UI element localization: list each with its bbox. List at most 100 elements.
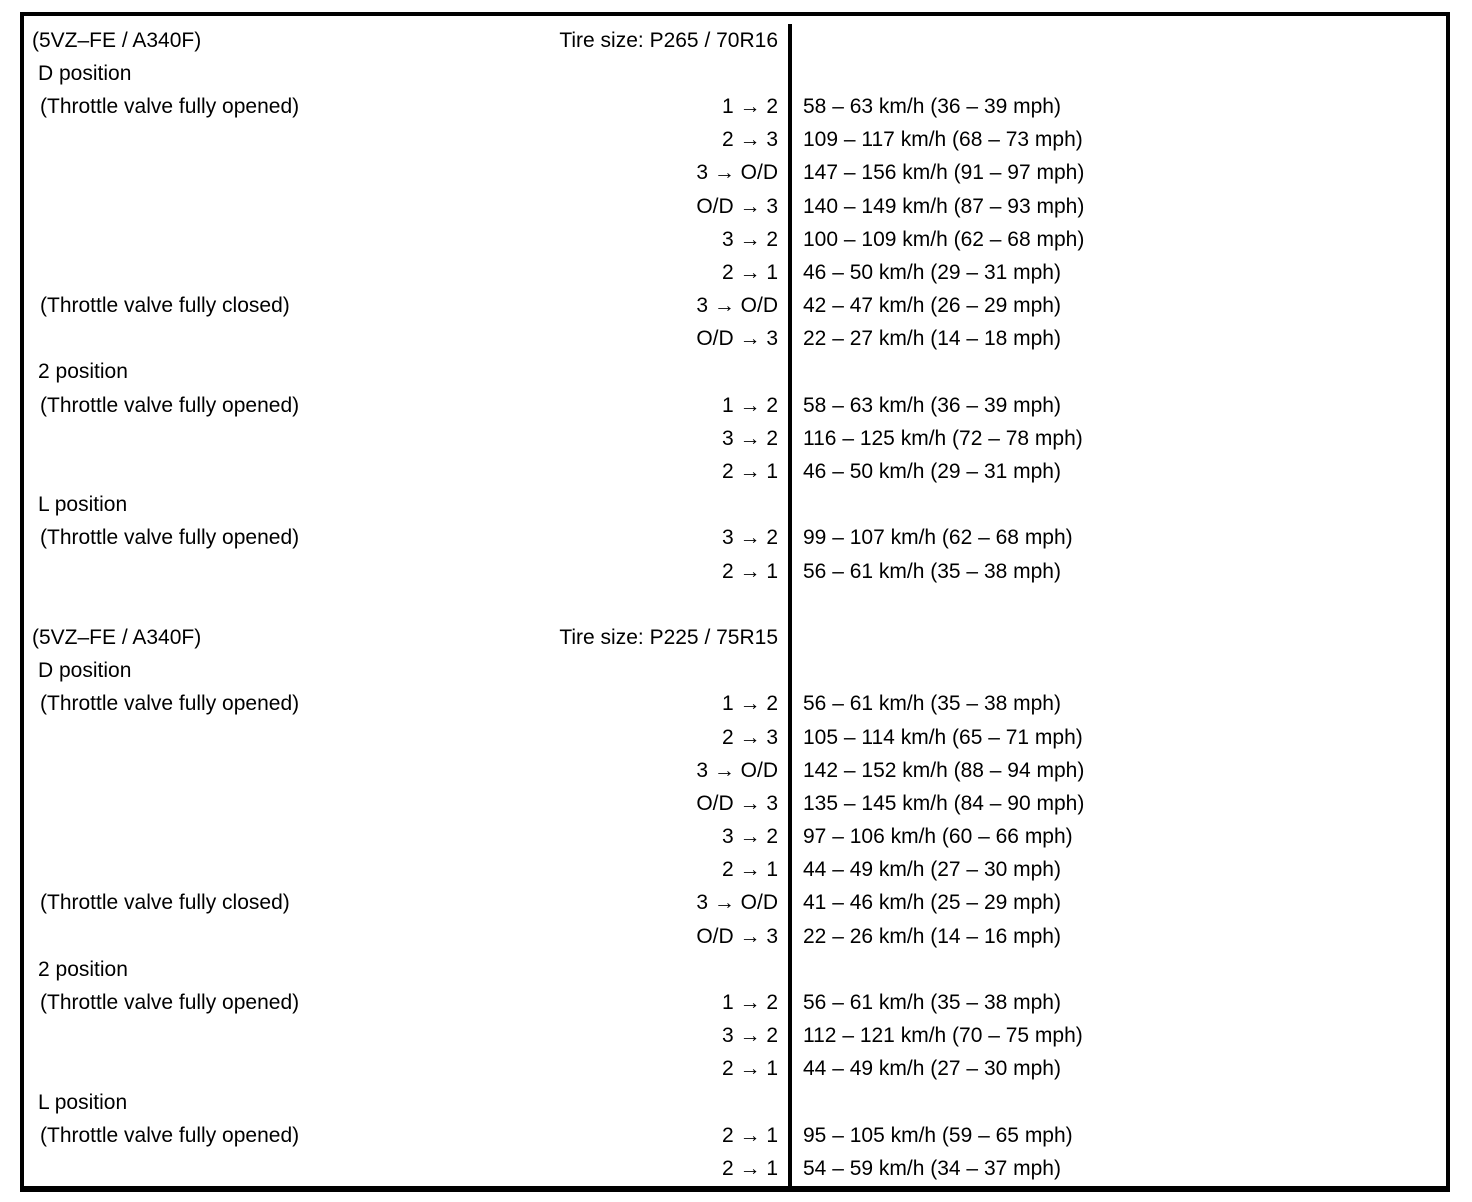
left-column-cell: 3 → 2 (24, 821, 788, 854)
left-column-cell: 2 → 1 (24, 1053, 788, 1086)
table-row: 3 → 2 100 – 109 km/h (62 – 68 mph) (24, 223, 1446, 257)
left-column-cell: O/D → 3 (24, 920, 788, 953)
speed-column-cell (788, 488, 1446, 522)
left-column-cell: 2 → 1 (24, 256, 788, 289)
speed-column-cell: 41 – 46 km/h (25 – 29 mph) (788, 886, 1446, 921)
speed-column-cell: 42 – 47 km/h (26 – 29 mph) (788, 289, 1446, 323)
speed-value: 100 – 109 km/h (62 – 68 mph) (803, 227, 1085, 251)
speed-column-cell: 58 – 63 km/h (36 – 39 mph) (788, 90, 1446, 124)
shift-label: 2 → 1 (721, 460, 778, 484)
speed-column-cell (788, 588, 1446, 622)
speed-column-cell (788, 57, 1446, 91)
shift-label: O/D → 3 (696, 791, 778, 815)
table-row: 3 → 2 116 – 125 km/h (72 – 78 mph) (24, 422, 1446, 456)
table-rows-container: (5VZ–FE / A340F) Tire size: P265 / 70R16 D… (24, 16, 1446, 1186)
table-row: L position (24, 1086, 1446, 1120)
speed-column-cell: 58 – 63 km/h (36 – 39 mph) (788, 389, 1446, 423)
gear-position-label: L position (38, 1090, 128, 1114)
left-column-cell: O/D → 3 (24, 323, 788, 356)
left-column-cell: (5VZ–FE / A340F) Tire size: P225 / 75R15 (24, 621, 788, 654)
shift-label: 2 → 1 (721, 559, 778, 583)
shift-label: 2 → 1 (721, 1156, 778, 1180)
table-row: 2 → 1 46 – 50 km/h (29 – 31 mph) (24, 455, 1446, 489)
speed-value: 22 – 26 km/h (14 – 16 mph) (803, 924, 1061, 948)
speed-value: 46 – 50 km/h (29 – 31 mph) (803, 260, 1061, 284)
throttle-condition-label: (Throttle valve fully opened) (40, 526, 300, 550)
left-column-cell: 2 → 1 (24, 854, 788, 887)
speed-column-cell: 105 – 114 km/h (65 – 71 mph) (788, 720, 1446, 755)
speed-column-cell (788, 24, 1446, 58)
speed-column-cell: 95 – 105 km/h (59 – 65 mph) (788, 1119, 1446, 1153)
speed-value: 95 – 105 km/h (59 – 65 mph) (803, 1123, 1073, 1147)
shift-label: 3 → O/D (696, 161, 778, 185)
table-row: 3 → O/D 147 – 156 km/h (91 – 97 mph) (24, 156, 1446, 190)
table-row: (Throttle valve fully opened) 1 → 2 58 – 6… (24, 90, 1446, 124)
shift-label: 1 → 2 (721, 991, 778, 1015)
speed-value: 116 – 125 km/h (72 – 78 mph) (803, 426, 1083, 450)
shift-label: 2 → 3 (721, 128, 778, 152)
table-row: O/D → 3 140 – 149 km/h (87 – 93 mph) (24, 189, 1446, 224)
left-column-cell (24, 588, 788, 621)
left-column-cell: (Throttle valve fully opened) 2 → 1 (24, 1119, 788, 1152)
speed-column-cell: 142 – 152 km/h (88 – 94 mph) (788, 754, 1446, 788)
speed-value: 105 – 114 km/h (65 – 71 mph) (803, 725, 1083, 749)
speed-value: 140 – 149 km/h (87 – 93 mph) (803, 194, 1085, 218)
shift-label: 3 → 2 (721, 526, 778, 550)
left-column-cell: (Throttle valve fully opened) 1 → 2 (24, 389, 788, 422)
speed-value: 44 – 49 km/h (27 – 30 mph) (803, 858, 1061, 882)
speed-value: 22 – 27 km/h (14 – 18 mph) (803, 327, 1061, 351)
left-column-cell: 3 → O/D (24, 754, 788, 787)
shift-label: 3 → 2 (721, 1024, 778, 1048)
left-column-cell: 3 → 2 (24, 1020, 788, 1053)
speed-column-cell: 100 – 109 km/h (62 – 68 mph) (788, 223, 1446, 257)
section-spacer-row (24, 588, 1446, 622)
tire-size-label: Tire size: P265 / 70R16 (559, 28, 778, 52)
table-row: (5VZ–FE / A340F) Tire size: P265 / 70R16 (24, 24, 1446, 58)
tire-size-label: Tire size: P225 / 75R15 (559, 625, 778, 649)
gear-position-label: D position (38, 61, 132, 85)
speed-column-cell (788, 355, 1446, 390)
table-row: 2 → 1 56 – 61 km/h (35 – 38 mph) (24, 555, 1446, 589)
shift-label: 3 → 2 (721, 227, 778, 251)
table-row: 2 → 1 44 – 49 km/h (27 – 30 mph) (24, 853, 1446, 887)
speed-value: 44 – 49 km/h (27 – 30 mph) (803, 1057, 1061, 1081)
left-column-cell: (Throttle valve fully opened) 1 → 2 (24, 986, 788, 1019)
speed-column-cell: 116 – 125 km/h (72 – 78 mph) (788, 422, 1446, 456)
left-column-cell: 2 position (24, 953, 788, 986)
left-column-cell: L position (24, 1086, 788, 1119)
speed-column-cell: 22 – 27 km/h (14 – 18 mph) (788, 322, 1446, 356)
shift-label: 3 → O/D (696, 294, 778, 318)
speed-column-cell (788, 654, 1446, 688)
shift-label: 2 → 1 (721, 858, 778, 882)
shift-label: 3 → 2 (721, 825, 778, 849)
speed-column-cell: 99 – 107 km/h (62 – 68 mph) (788, 521, 1446, 555)
throttle-condition-label: (Throttle valve fully closed) (40, 891, 290, 915)
throttle-condition-label: (Throttle valve fully opened) (40, 991, 300, 1015)
table-row: O/D → 3 22 – 26 km/h (14 – 16 mph) (24, 920, 1446, 954)
table-row: D position (24, 57, 1446, 91)
left-column-cell: D position (24, 57, 788, 90)
speed-value: 54 – 59 km/h (34 – 37 mph) (803, 1156, 1061, 1180)
table-row: (Throttle valve fully opened) 2 → 1 95 – 1… (24, 1119, 1446, 1153)
throttle-condition-label: (Throttle valve fully opened) (40, 393, 300, 417)
gear-position-label: 2 position (38, 360, 128, 384)
speed-value: 142 – 152 km/h (88 – 94 mph) (803, 758, 1085, 782)
shift-label: O/D → 3 (696, 194, 778, 218)
left-column-cell: 2 → 3 (24, 721, 788, 754)
speed-value: 42 – 47 km/h (26 – 29 mph) (803, 294, 1061, 318)
table-row: 2 → 3 109 – 117 km/h (68 – 73 mph) (24, 123, 1446, 157)
left-column-cell: 2 → 3 (24, 124, 788, 157)
throttle-condition-label: (Throttle valve fully opened) (40, 692, 300, 716)
left-column-cell: (Throttle valve fully opened) 3 → 2 (24, 522, 788, 555)
speed-value: 135 – 145 km/h (84 – 90 mph) (803, 791, 1085, 815)
speed-column-cell (788, 621, 1446, 655)
speed-column-cell (788, 953, 1446, 987)
table-row: 3 → O/D 142 – 152 km/h (88 – 94 mph) (24, 754, 1446, 788)
table-row: 2 → 1 54 – 59 km/h (34 – 37 mph) (24, 1152, 1446, 1186)
speed-column-cell: 147 – 156 km/h (91 – 97 mph) (788, 156, 1446, 190)
table-row: (Throttle valve fully opened) 1 → 2 56 – 6… (24, 986, 1446, 1020)
table-row: 2 → 3 105 – 114 km/h (65 – 71 mph) (24, 720, 1446, 755)
speed-value: 56 – 61 km/h (35 – 38 mph) (803, 991, 1061, 1015)
speed-value: 109 – 117 km/h (68 – 73 mph) (803, 128, 1083, 152)
